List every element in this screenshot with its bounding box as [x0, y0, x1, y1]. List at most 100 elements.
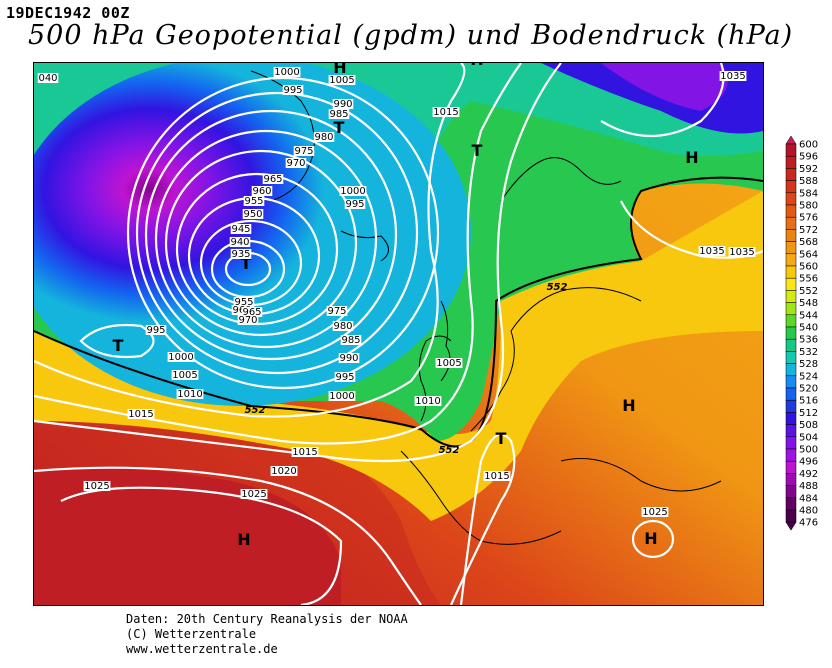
isobar-label-box	[270, 466, 298, 476]
legend-value: 528	[799, 359, 818, 370]
isobar-label-box	[328, 75, 356, 85]
legend-swatch	[785, 424, 797, 438]
isobar	[600, 63, 725, 137]
isobar-label: 1000	[273, 67, 301, 78]
legend-value: 596	[799, 152, 818, 163]
isobar	[449, 433, 516, 605]
isobar-label-box	[338, 353, 360, 363]
isobar-label-text: 985	[341, 335, 360, 346]
isobar-label-box	[171, 370, 199, 380]
legend-swatch	[785, 509, 797, 523]
isobar-label-box	[127, 409, 155, 419]
legend-swatch	[785, 229, 797, 242]
isobar-label: 965	[262, 174, 284, 185]
isobar-label-box	[251, 186, 273, 196]
isobar-label: 1035	[728, 247, 756, 258]
isobar-label-text: 950	[243, 209, 262, 220]
isobar-label-box	[339, 186, 367, 196]
legend-value: 600	[799, 140, 818, 151]
legend-value: 560	[799, 262, 818, 273]
isobar-label-box	[241, 307, 263, 317]
ireland-coast	[440, 300, 451, 382]
isobar-label-text: 980	[314, 132, 333, 143]
legend-value: 476	[799, 518, 818, 529]
isobar-label-box	[334, 372, 356, 382]
isobar	[60, 486, 343, 605]
isobar-label: 950	[242, 209, 264, 220]
isobar-label-text: 970	[286, 158, 305, 169]
isobar	[34, 63, 522, 445]
isobar-label: 1000	[328, 391, 356, 402]
isobar-label: 1035	[698, 246, 726, 257]
yellow-band	[34, 191, 763, 521]
high-pressure-symbol: H	[644, 529, 657, 548]
data-source: Daten: 20th Century Reanalysis der NOAA	[126, 612, 408, 626]
isobar-label-text: 980	[333, 321, 352, 332]
isobar-label-text: 990	[339, 353, 358, 364]
isobar-label-text: 1035	[720, 71, 745, 82]
isobar-label-box	[243, 196, 265, 206]
greenland-coast	[250, 70, 315, 202]
legend-swatch	[785, 497, 797, 511]
low-pressure-symbol: T	[496, 429, 507, 448]
legend-value: 572	[799, 225, 818, 236]
isobar	[144, 109, 398, 361]
isobar-label-text: 945	[231, 224, 250, 235]
isobar-label-text: 1035	[699, 246, 724, 257]
legend-swatch	[785, 485, 797, 499]
isobar-label-text: 975	[294, 146, 313, 157]
isobar-label: 995	[344, 199, 366, 210]
isobar-label-box	[83, 481, 111, 491]
isobar-label: 1010	[414, 396, 442, 407]
isobar-label-box	[328, 391, 356, 401]
website-link[interactable]: www.wetterzentrale.de	[126, 642, 278, 656]
isobar-label-box	[237, 315, 259, 325]
isobar-label-text: 1015	[433, 107, 458, 118]
isobar-label-text: 1005	[436, 358, 461, 369]
low-pressure-symbol: T	[472, 141, 483, 160]
isobar-label: 945	[230, 224, 252, 235]
isobar-label: 1025	[641, 507, 669, 518]
isobar-label: 1000	[339, 186, 367, 197]
isobar-label: 970	[285, 158, 307, 169]
legend-arrow-bottom	[785, 521, 797, 531]
isobar-label: 975	[326, 306, 348, 317]
isobar-label-text: 1015	[128, 409, 153, 420]
scandinavia-coast	[500, 157, 622, 202]
isobar-label-text: 975	[327, 306, 346, 317]
isobar-label-box	[145, 325, 167, 335]
legend-swatch	[785, 460, 797, 474]
geopotential-label: 552	[547, 282, 568, 293]
isobar-label: 1020	[270, 466, 298, 477]
isobar-label-box	[432, 107, 460, 117]
isobar-label: 1005	[328, 75, 356, 86]
legend-value: 484	[799, 493, 818, 504]
isobar-label-text: 940	[230, 237, 249, 248]
isobar-label: 940	[229, 237, 251, 248]
isobar-label-text: 960	[252, 186, 271, 197]
isobar	[154, 129, 378, 349]
isobar-label: 1000	[167, 352, 195, 363]
iceland-coast	[340, 230, 389, 262]
legend-value: 584	[799, 188, 818, 199]
isobar-label: 935	[230, 249, 252, 260]
map-title: 500 hPa Geopotential (gpdm) und Bodendru…	[28, 20, 794, 51]
isobar-label-text: 1025	[84, 481, 109, 492]
isobar-label-box	[233, 297, 255, 307]
isobar-label: 1005	[171, 370, 199, 381]
map-date: 19DEC1942 00Z	[6, 4, 130, 22]
isobar-label-box	[242, 209, 264, 219]
isobar-label: 985	[328, 109, 350, 120]
legend-swatch	[785, 155, 797, 169]
isobar-label-box	[37, 73, 59, 83]
legend-swatch	[785, 387, 797, 401]
isobar-label: 1015	[432, 107, 460, 118]
isobar-labels: 1000995100599098598097597096596095595094…	[37, 67, 756, 518]
isobar-label-text: 1020	[271, 466, 296, 477]
isobar	[135, 91, 419, 375]
isobar-label: 990	[332, 99, 354, 110]
isobar-label-box	[230, 249, 252, 259]
isobar-label: 995	[282, 85, 304, 96]
isobar-label: 955	[233, 297, 255, 308]
isobar-label-text: 1000	[340, 186, 365, 197]
